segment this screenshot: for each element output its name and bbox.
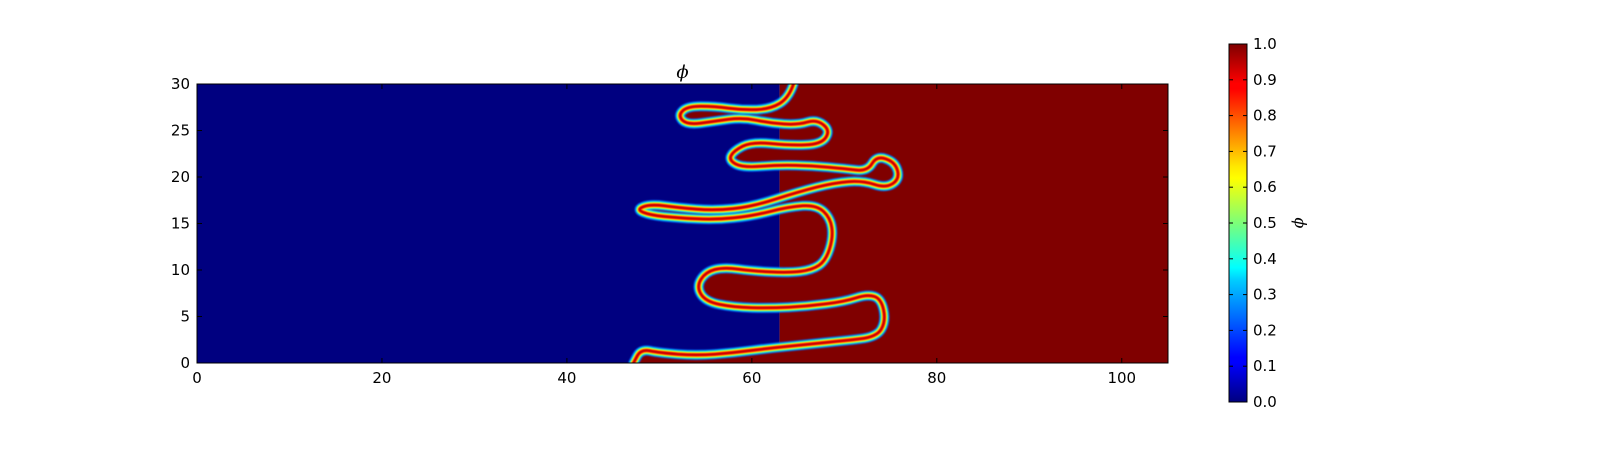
colorbar-tick-label: 0.0 [1253, 393, 1277, 411]
x-tick-label: 20 [372, 369, 391, 387]
colorbar-tick-label: 0.2 [1253, 321, 1277, 339]
interface-contours [628, 84, 1168, 363]
x-tick-label: 40 [557, 369, 576, 387]
x-tick-label: 0 [192, 369, 202, 387]
y-tick-label: 30 [171, 75, 190, 93]
colorbar-tick-label: 0.8 [1253, 107, 1277, 125]
interface-band-6 [632, 84, 899, 363]
chart-title: ϕ [676, 62, 688, 83]
colorbar-tick-label: 0.5 [1253, 214, 1277, 232]
colorbar: 0.0 0.1 0.2 0.3 0.4 0.5 0.6 0.7 0.8 0.9 1.0 ϕ [1228, 35, 1310, 411]
colorbar-tick-label: 1.0 [1253, 35, 1277, 53]
colorbar-tick-label: 0.1 [1253, 357, 1277, 375]
phi-high-fill [633, 84, 1168, 363]
colorbar-ticks: 0.0 0.1 0.2 0.3 0.4 0.5 0.6 0.7 0.8 0.9 1.0 [1229, 35, 1277, 411]
x-tick-label: 80 [927, 369, 946, 387]
y-tick-label: 20 [171, 168, 190, 186]
y-tick-label: 15 [171, 215, 190, 233]
y-tick-label: 5 [180, 308, 190, 326]
x-tick-label: 60 [742, 369, 761, 387]
y-axis: 0 5 10 15 20 25 30 [171, 75, 1168, 372]
colorbar-tick-label: 0.9 [1253, 71, 1277, 89]
heatmap [197, 84, 1168, 363]
y-tick-label: 10 [171, 261, 190, 279]
colorbar-tick-label: 0.6 [1253, 178, 1277, 196]
colorbar-tick-label: 0.7 [1253, 142, 1277, 160]
y-tick-label: 0 [180, 354, 190, 372]
y-tick-label: 25 [171, 122, 190, 140]
x-axis: 0 20 40 60 80 100 [192, 84, 1136, 387]
colorbar-tick-label: 0.3 [1253, 286, 1277, 304]
colorbar-tick-label: 0.4 [1253, 250, 1277, 268]
x-tick-label: 100 [1107, 369, 1136, 387]
colorbar-label: ϕ [1291, 218, 1310, 229]
